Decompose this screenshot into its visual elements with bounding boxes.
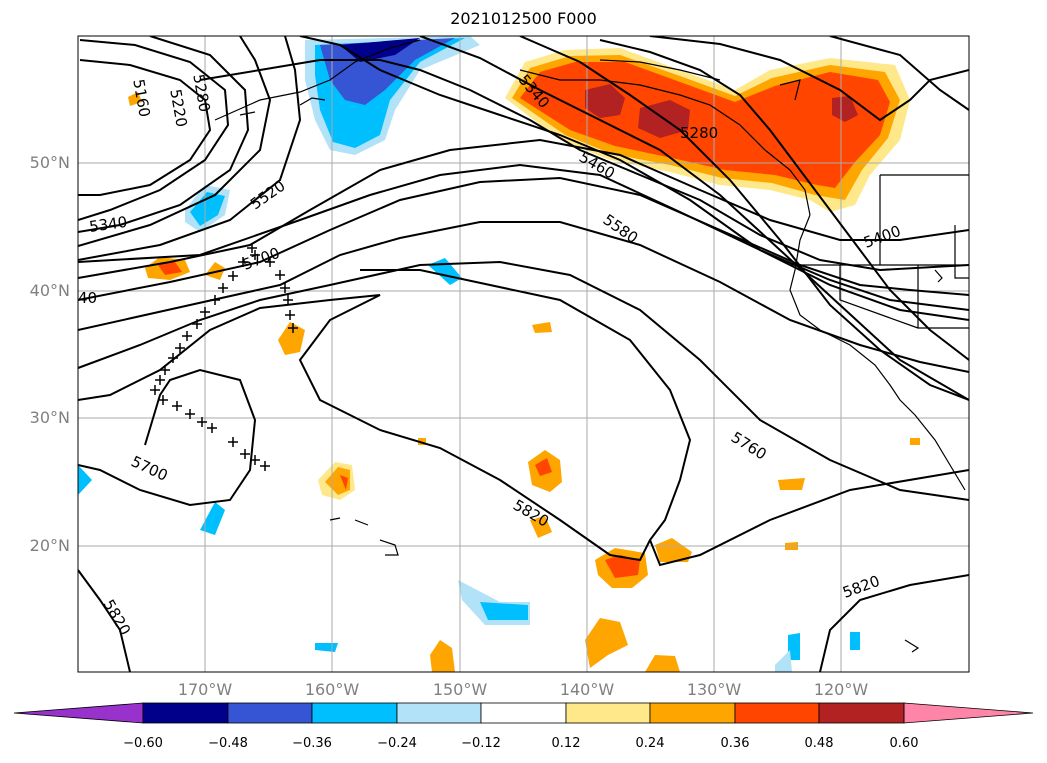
- colorbar-tick-label: 0.12: [551, 736, 581, 751]
- colorbar-tick-label: 0.24: [635, 736, 665, 751]
- contour-label: 5280: [680, 124, 718, 142]
- colorbar-tick-label: −0.12: [461, 736, 501, 751]
- colorbar-segment: [311, 702, 398, 724]
- colorbar-segment: [565, 702, 651, 724]
- lat-label: 50°N: [29, 153, 70, 172]
- figure-title: 2021012500 F000: [450, 9, 597, 28]
- lat-label: 40°N: [29, 281, 70, 300]
- colorbar-tick-label: 0.36: [720, 736, 750, 751]
- colorbar-tick-label: 0.60: [889, 736, 919, 751]
- colorbar-tick-label: −0.48: [208, 736, 248, 751]
- colorbar: [13, 702, 1034, 724]
- colorbar-segment: [227, 702, 313, 724]
- lat-label: 30°N: [29, 408, 70, 427]
- lon-label: 160°W: [304, 680, 360, 699]
- track-markers: [150, 243, 298, 471]
- lon-label: 150°W: [432, 680, 488, 699]
- height-contours: [78, 36, 969, 672]
- lon-label: 170°W: [177, 680, 233, 699]
- colorbar-tick-label: −0.24: [377, 736, 417, 751]
- plot-frame: [77, 35, 970, 673]
- colorbar-tick-label: 0.48: [804, 736, 834, 751]
- colorbar-extend-low: [13, 702, 144, 724]
- colorbar-segment: [649, 702, 736, 724]
- positive-anomaly-shading: [128, 48, 920, 672]
- lat-label: 20°N: [29, 536, 70, 555]
- gridlines: [78, 36, 969, 672]
- coastlines: [214, 39, 969, 653]
- colorbar-tick-label: −0.36: [292, 736, 332, 751]
- colorbar-segment: [396, 702, 482, 724]
- colorbar-extend-high: [903, 702, 1034, 724]
- colorbar-tick-label: −0.60: [123, 736, 163, 751]
- lon-label: 130°W: [686, 680, 742, 699]
- lon-label: 120°W: [813, 680, 869, 699]
- colorbar-segment: [480, 702, 567, 724]
- lon-label: 140°W: [559, 680, 615, 699]
- contour-label: 40: [78, 289, 97, 307]
- colorbar-segment: [818, 702, 905, 724]
- colorbar-segment: [734, 702, 820, 724]
- colorbar-segment: [142, 702, 229, 724]
- contour-label: 5340: [88, 213, 128, 236]
